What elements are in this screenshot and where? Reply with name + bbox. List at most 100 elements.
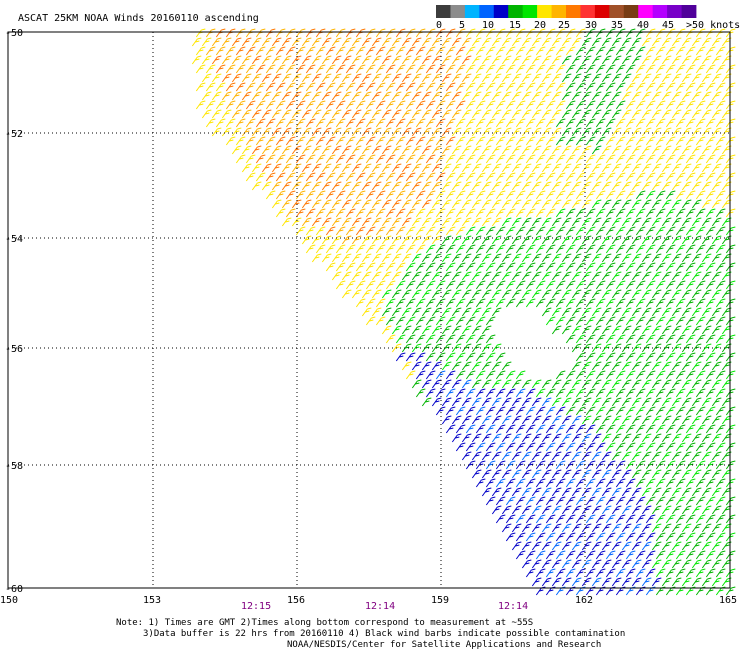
wind-barb	[415, 190, 426, 200]
wind-barb	[681, 217, 692, 227]
wind-barb	[591, 433, 602, 443]
wind-barb	[685, 172, 696, 182]
wind-barb	[425, 316, 436, 326]
wind-barb	[481, 289, 492, 299]
wind-barb	[375, 208, 386, 218]
wind-barb	[711, 235, 722, 245]
wind-barb	[681, 379, 692, 389]
wind-barb	[335, 118, 346, 128]
wind-barb	[645, 424, 656, 434]
wind-barb	[431, 109, 442, 119]
legend-label: 5	[459, 20, 465, 31]
wind-barb	[561, 505, 572, 515]
wind-barb	[455, 226, 466, 236]
wind-barb	[251, 73, 262, 83]
wind-barb	[545, 280, 556, 290]
wind-barb	[541, 145, 552, 155]
wind-barb	[395, 64, 406, 74]
wind-barb	[601, 361, 612, 371]
wind-barb	[491, 73, 502, 83]
wind-barb	[605, 478, 616, 488]
wind-barb	[461, 415, 472, 425]
wind-barb	[265, 136, 276, 146]
wind-barb	[645, 550, 656, 560]
wind-barb	[221, 37, 232, 47]
wind-barb	[495, 442, 506, 452]
wind-barb	[665, 136, 676, 146]
wind-barb	[245, 82, 256, 92]
wind-barb	[245, 28, 256, 38]
wind-barb	[581, 541, 592, 551]
wind-barb	[401, 109, 412, 119]
wind-barb	[681, 271, 692, 281]
wind-barb	[721, 415, 732, 425]
wind-barb	[675, 244, 686, 254]
wind-barb	[275, 46, 286, 56]
wind-barb	[485, 64, 496, 74]
wind-barb	[371, 55, 382, 65]
wind-barb	[611, 451, 622, 461]
wind-barb	[601, 289, 612, 299]
wind-barb	[391, 109, 402, 119]
wind-barb	[725, 442, 736, 452]
wind-barb	[545, 100, 556, 110]
wind-barb	[195, 46, 206, 56]
wind-barb	[715, 262, 726, 272]
wind-barb	[705, 64, 716, 74]
wind-barb	[305, 172, 316, 182]
wind-barb	[441, 415, 452, 425]
wind-barb	[455, 316, 466, 326]
wind-barb	[381, 307, 392, 317]
lat-grid	[8, 132, 730, 466]
wind-barb	[505, 496, 516, 506]
wind-barb	[601, 379, 612, 389]
wind-barb	[495, 64, 506, 74]
wind-barb	[595, 568, 606, 578]
wind-barb	[521, 289, 532, 299]
wind-barb	[565, 298, 576, 308]
wind-barb	[635, 244, 646, 254]
wind-barb	[535, 514, 546, 524]
legend-swatch	[652, 5, 668, 18]
wind-barb	[501, 145, 512, 155]
wind-barb	[725, 100, 736, 110]
wind-barb	[695, 442, 706, 452]
wind-barb	[351, 253, 362, 263]
wind-barb	[655, 496, 666, 506]
wind-barb	[265, 28, 276, 38]
wind-barb	[661, 127, 672, 137]
wind-barb	[725, 118, 736, 128]
wind-barb	[405, 262, 416, 272]
wind-barb	[525, 442, 536, 452]
wind-barb	[645, 496, 656, 506]
wind-barb	[441, 91, 452, 101]
wind-barb	[525, 100, 536, 110]
wind-barb	[435, 118, 446, 128]
wind-barb	[351, 181, 362, 191]
wind-barb	[405, 352, 416, 362]
wind-barb	[425, 262, 436, 272]
wind-barb	[485, 334, 496, 344]
wind-barb	[385, 172, 396, 182]
wind-barb	[585, 298, 596, 308]
wind-barb	[421, 73, 432, 83]
wind-barb	[395, 262, 406, 272]
wind-barb	[651, 361, 662, 371]
wind-barb	[685, 190, 696, 200]
wind-barb	[681, 469, 692, 479]
wind-barb	[451, 433, 462, 443]
wind-barb	[625, 136, 636, 146]
wind-barb	[405, 28, 416, 38]
wind-barb	[221, 91, 232, 101]
wind-barb	[561, 469, 572, 479]
wind-barb	[435, 298, 446, 308]
wind-barb	[495, 478, 506, 488]
wind-barb	[435, 370, 446, 380]
wind-barb	[331, 271, 342, 281]
wind-barb	[705, 244, 716, 254]
wind-barb	[495, 28, 506, 38]
wind-barb	[705, 154, 716, 164]
wind-barb	[481, 433, 492, 443]
wind-barb	[625, 388, 636, 398]
wind-barb	[461, 127, 472, 137]
